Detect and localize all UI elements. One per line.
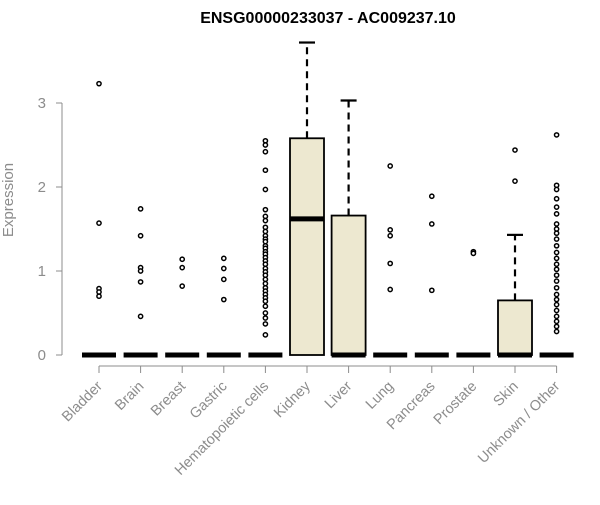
outlier-point <box>262 298 269 305</box>
outlier-point <box>553 272 560 279</box>
outlier-point <box>553 204 560 211</box>
outlier-point <box>220 276 227 283</box>
outlier-point <box>179 264 186 271</box>
outlier-point <box>137 268 144 274</box>
outlier-point <box>553 328 560 335</box>
outlier-point <box>553 261 560 268</box>
outlier-point <box>553 278 560 284</box>
outlier-point <box>179 283 186 289</box>
outlier-point <box>262 331 269 338</box>
outlier-point <box>137 205 144 212</box>
outlier-point <box>262 321 269 327</box>
outlier-point <box>387 286 394 293</box>
outlier-point <box>96 293 102 300</box>
outlier-point <box>179 256 186 263</box>
box-lung <box>373 163 408 358</box>
outlier-point <box>262 315 269 321</box>
y-axis: 0 1 2 3 <box>38 95 63 364</box>
outlier-point <box>96 220 102 226</box>
outlier-point <box>512 147 518 153</box>
outlier-point <box>220 265 227 272</box>
outlier-point <box>387 163 394 169</box>
box-iqr <box>497 299 533 356</box>
outlier-point <box>553 221 560 227</box>
outlier-point <box>553 211 560 217</box>
outlier-point <box>553 236 560 242</box>
outlier-point <box>428 221 435 227</box>
box-prostate <box>456 248 491 358</box>
outlier-point <box>137 279 144 285</box>
outlier-point <box>553 230 560 237</box>
outlier-point <box>262 310 269 316</box>
outlier-point <box>553 249 560 256</box>
outlier-point <box>553 132 560 138</box>
outlier-point <box>220 296 227 303</box>
outlier-point <box>470 250 477 257</box>
x-tick-label-kidney: Kidney <box>271 378 314 421</box>
outlier-point <box>220 255 227 262</box>
outlier-point <box>137 232 144 239</box>
outlier-point <box>262 167 269 174</box>
outlier-point <box>96 80 102 87</box>
outlier-point <box>387 226 394 233</box>
box-iqr <box>289 137 325 356</box>
outlier-point <box>262 142 269 148</box>
box-breast <box>165 256 200 358</box>
outlier-point <box>553 284 560 291</box>
outlier-point <box>262 303 269 310</box>
x-tick-label-prostate: Prostate <box>431 379 480 428</box>
box-kidney <box>289 41 325 356</box>
outlier-point <box>262 206 269 213</box>
outlier-point <box>387 260 394 267</box>
outlier-point <box>553 266 560 273</box>
chart-title: ENSG00000233037 - AC009237.10 <box>200 10 456 27</box>
box-bladder <box>82 80 116 358</box>
y-tick-label: 3 <box>38 95 46 112</box>
x-tick-label-breast: Breast <box>148 379 189 420</box>
y-tick-label: 0 <box>38 347 46 364</box>
outlier-point <box>137 313 144 320</box>
box-hematopoietic-cells <box>248 137 283 358</box>
outlier-point <box>262 148 269 155</box>
outlier-point <box>428 287 435 294</box>
x-tick-label-lung: Lung <box>363 379 397 413</box>
box-brain <box>123 205 158 358</box>
outlier-point <box>553 301 560 308</box>
outlier-point <box>553 307 560 314</box>
boxes-layer <box>82 41 574 358</box>
y-tick-label: 2 <box>38 179 46 196</box>
outlier-point <box>553 255 560 262</box>
box-skin <box>497 147 533 358</box>
x-tick-label-brain: Brain <box>112 379 147 414</box>
box-pancreas <box>414 193 449 358</box>
x-tick-label-skin: Skin <box>491 379 522 410</box>
outlier-point <box>262 217 269 224</box>
outlier-point <box>262 186 269 193</box>
outlier-point <box>553 291 560 298</box>
outlier-point <box>428 193 435 200</box>
box-liver <box>330 99 367 358</box>
outlier-point <box>512 178 518 184</box>
outlier-point <box>553 323 560 330</box>
box-iqr <box>330 214 367 356</box>
outlier-point <box>553 313 560 320</box>
y-axis-label: Expression <box>0 163 17 237</box>
x-tick-label-liver: Liver <box>322 378 356 412</box>
outlier-point <box>387 232 394 239</box>
outlier-point <box>553 195 560 202</box>
outlier-point <box>553 242 560 249</box>
box-unknown-other <box>539 132 574 358</box>
outlier-point <box>553 186 560 193</box>
outlier-point <box>553 318 560 325</box>
outlier-point <box>553 296 560 303</box>
box-gastric <box>206 255 241 358</box>
y-tick-label: 1 <box>38 263 46 280</box>
x-tick-label-bladder: Bladder <box>59 378 106 425</box>
